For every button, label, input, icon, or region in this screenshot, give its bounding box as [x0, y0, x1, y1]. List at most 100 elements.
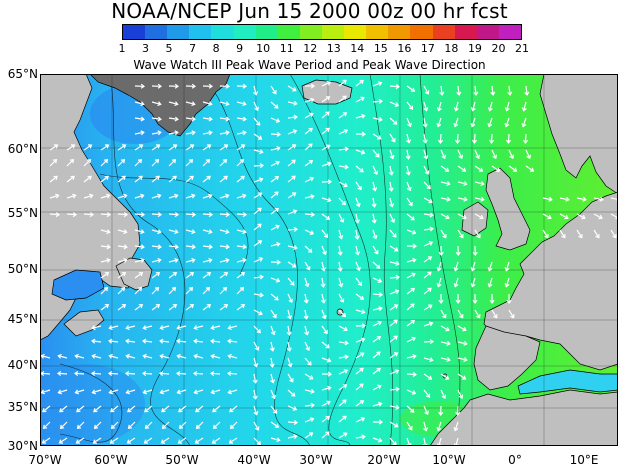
- direction-arrow: [270, 357, 274, 368]
- direction-arrowhead: [210, 338, 215, 344]
- direction-arrow: [372, 181, 376, 191]
- direction-arrowhead: [393, 335, 398, 340]
- direction-arrowhead: [522, 139, 529, 145]
- direction-arrow: [195, 405, 204, 413]
- direction-arrow: [270, 225, 280, 231]
- direction-arrowhead: [390, 218, 396, 224]
- direction-arrowhead: [252, 395, 258, 400]
- direction-arrow: [457, 357, 467, 361]
- direction-arrow: [108, 372, 119, 375]
- direction-arrowhead: [341, 200, 346, 206]
- direction-arrowhead: [240, 144, 246, 149]
- direction-arrowhead: [258, 192, 263, 197]
- direction-arrowhead: [410, 87, 416, 92]
- direction-arrowhead: [337, 267, 343, 272]
- direction-arrowhead: [209, 370, 215, 377]
- direction-arrowhead: [436, 123, 442, 128]
- direction-arrow: [128, 421, 136, 429]
- africa: [429, 389, 618, 446]
- direction-arrowhead: [321, 267, 326, 272]
- direction-arrow: [143, 325, 153, 329]
- direction-arrowhead: [361, 113, 366, 119]
- direction-arrow: [168, 287, 176, 295]
- direction-arrow: [525, 85, 528, 95]
- direction-arrow: [355, 400, 364, 407]
- direction-arrow: [202, 259, 212, 263]
- direction-arrow: [151, 229, 161, 233]
- direction-arrowhead: [442, 314, 447, 319]
- direction-arrow: [185, 304, 194, 311]
- direction-arrow: [93, 437, 102, 444]
- direction-arrowhead: [253, 91, 259, 96]
- direction-arrowhead: [504, 107, 510, 112]
- direction-arrowhead: [411, 390, 417, 395]
- direction-arrowhead: [357, 281, 362, 287]
- direction-arrowhead: [208, 257, 213, 263]
- direction-arrow: [168, 304, 177, 311]
- direction-arrowhead: [126, 439, 132, 444]
- direction-arrow: [440, 165, 449, 172]
- direction-arrow: [212, 405, 221, 413]
- direction-arrow: [179, 421, 187, 429]
- direction-arrow: [160, 389, 170, 394]
- direction-arrowhead: [274, 175, 280, 181]
- direction-arrow: [228, 355, 238, 359]
- direction-arrow: [437, 277, 442, 287]
- direction-arrowhead: [212, 408, 217, 413]
- direction-arrow: [406, 149, 410, 160]
- direction-arrow: [49, 194, 59, 199]
- direction-arrow: [66, 194, 76, 199]
- direction-arrow: [389, 197, 393, 207]
- direction-arrow: [236, 272, 245, 279]
- direction-arrow: [270, 176, 279, 183]
- direction-arrow: [202, 194, 212, 199]
- direction-arrowhead: [423, 155, 429, 160]
- direction-arrowhead: [372, 187, 378, 192]
- direction-arrowhead: [376, 367, 381, 373]
- direction-arrowhead: [462, 214, 467, 220]
- direction-arrow: [236, 213, 247, 216]
- direction-arrowhead: [157, 244, 162, 250]
- direction-arrow: [270, 191, 279, 199]
- direction-arrow: [439, 133, 442, 144]
- direction-arrow: [338, 79, 347, 87]
- direction-arrow: [508, 149, 514, 159]
- direction-arrowhead: [325, 215, 331, 220]
- direction-arrow: [168, 159, 176, 167]
- direction-arrow: [505, 261, 510, 271]
- direction-arrow: [202, 229, 212, 233]
- direction-arrowhead: [211, 439, 217, 444]
- direction-arrow: [287, 389, 296, 397]
- direction-arrow: [117, 272, 126, 279]
- direction-arrowhead: [142, 325, 147, 331]
- direction-arrowhead: [229, 424, 235, 430]
- direction-arrowhead: [225, 83, 231, 89]
- direction-arrowhead: [176, 325, 181, 331]
- direction-arrow: [76, 405, 85, 413]
- direction-arrowhead: [86, 158, 92, 164]
- direction-arrow: [100, 229, 110, 233]
- direction-arrowhead: [564, 214, 569, 220]
- direction-arrowhead: [124, 370, 130, 377]
- direction-arrowhead: [193, 389, 198, 395]
- direction-arrow: [406, 85, 415, 92]
- direction-arrowhead: [155, 304, 161, 309]
- direction-arrowhead: [252, 379, 258, 384]
- direction-arrow: [151, 144, 160, 151]
- direction-arrow: [228, 389, 238, 394]
- direction-arrow: [270, 341, 274, 351]
- direction-arrow: [211, 325, 221, 329]
- direction-arrow: [142, 372, 153, 375]
- direction-arrow: [406, 303, 415, 311]
- direction-arrow: [491, 85, 494, 95]
- direction-arrowhead: [360, 149, 366, 155]
- direction-arrowhead: [327, 197, 332, 203]
- direction-arrowhead: [293, 100, 298, 106]
- direction-arrowhead: [259, 292, 264, 298]
- direction-arrow: [92, 389, 102, 394]
- direction-arrowhead: [356, 266, 361, 272]
- direction-arrowhead: [106, 244, 111, 250]
- direction-arrow: [83, 194, 93, 199]
- direction-arrowhead: [140, 116, 145, 122]
- color-scale-tick-label: 8: [212, 42, 220, 55]
